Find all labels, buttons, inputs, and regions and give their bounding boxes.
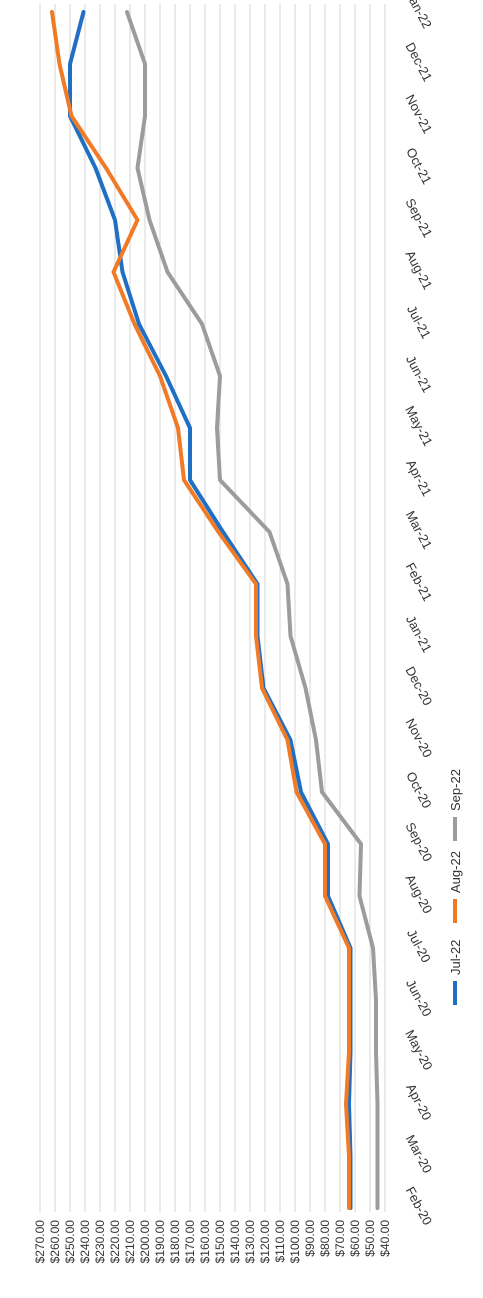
x-tick-label: Apr-21: [403, 457, 435, 499]
y-tick-label: $250.00: [63, 1220, 77, 1264]
y-tick-label: $180.00: [168, 1220, 182, 1264]
y-tick-label: $150.00: [213, 1220, 227, 1264]
x-tick-label: Jun-21: [403, 353, 435, 395]
x-tick-label: Oct-21: [403, 145, 435, 186]
series-lines: [50, 10, 380, 1210]
y-tick-label: $160.00: [198, 1220, 212, 1264]
y-tick-label: $130.00: [243, 1220, 257, 1264]
x-tick-label: Nov-21: [403, 92, 436, 136]
legend: Jul-22 Aug-22 Sep-22: [448, 769, 463, 1005]
x-tick-label: Sep-20: [403, 820, 436, 864]
legend-label: Sep-22: [448, 769, 463, 811]
x-tick-label: Nov-20: [403, 716, 436, 760]
series-line-jul-22: [68, 10, 353, 1210]
y-tick-label: $110.00: [273, 1220, 287, 1263]
y-tick-label: $210.00: [123, 1220, 137, 1264]
x-tick-label: Jun-20: [403, 977, 435, 1019]
y-tick-label: $40.00: [378, 1220, 392, 1257]
gridlines: [39, 4, 386, 1212]
y-tick-label: $70.00: [333, 1220, 347, 1257]
y-tick-label: $190.00: [153, 1220, 167, 1264]
y-tick-label: $100.00: [288, 1220, 302, 1264]
series-line-sep-22: [125, 10, 380, 1210]
x-tick-label: Apr-20: [403, 1081, 435, 1123]
y-tick-label: $50.00: [363, 1220, 377, 1257]
x-tick-label: Mar-21: [403, 508, 436, 551]
y-tick-label: $260.00: [48, 1220, 62, 1264]
x-tick-label: Dec-20: [403, 664, 436, 708]
x-tick-label: May-21: [402, 403, 436, 448]
x-tick-label: Mar-20: [403, 1132, 436, 1175]
x-axis-tick-labels: Feb-20 Mar-20 Apr-20 May-20 Jun-20 Jul-20 Aug-…: [402, 0, 436, 1228]
y-tick-label: $80.00: [318, 1220, 332, 1257]
y-tick-label: $220.00: [108, 1220, 122, 1264]
y-tick-label: $120.00: [258, 1220, 272, 1264]
x-tick-label: Jan-21: [403, 613, 435, 655]
x-tick-label: Feb-20: [403, 1184, 436, 1227]
y-tick-label: $230.00: [93, 1220, 107, 1264]
legend-label: Jul-22: [448, 940, 463, 975]
x-tick-label: Jul-21: [404, 303, 434, 341]
x-tick-label: Feb-21: [403, 560, 436, 603]
y-tick-label: $240.00: [78, 1220, 92, 1264]
y-tick-label: $90.00: [303, 1220, 317, 1257]
x-tick-label: Jul-20: [404, 927, 434, 965]
x-tick-label: Dec-21: [403, 40, 436, 84]
legend-label: Aug-22: [448, 851, 463, 893]
x-tick-label: Oct-20: [403, 769, 435, 810]
x-tick-label: Sep-21: [403, 196, 436, 240]
y-tick-label: $270.00: [33, 1220, 47, 1264]
y-axis-tick-labels: $270.00 $260.00 $250.00 $240.00 $230.00 $220.…: [33, 1220, 392, 1264]
series-line-aug-22: [50, 10, 351, 1210]
x-tick-label: May-20: [402, 1027, 436, 1072]
x-tick-label: Aug-20: [403, 872, 436, 916]
y-tick-label: $60.00: [348, 1220, 362, 1257]
y-tick-label: $140.00: [228, 1220, 242, 1264]
x-tick-label: Jan-22: [403, 0, 435, 31]
y-tick-label: $170.00: [183, 1220, 197, 1264]
x-tick-label: Aug-21: [403, 248, 436, 292]
y-tick-label: $200.00: [138, 1220, 152, 1264]
